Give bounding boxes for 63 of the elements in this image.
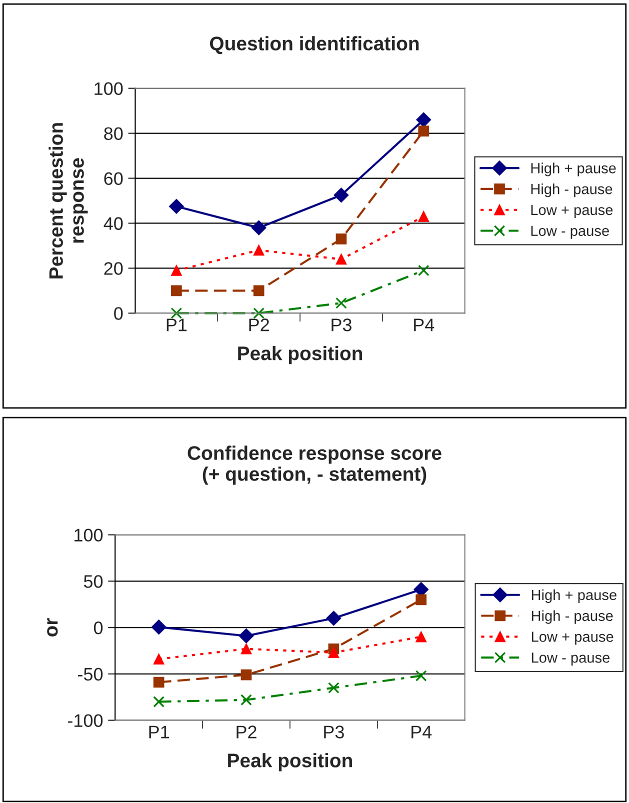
point	[151, 620, 166, 635]
point	[169, 198, 184, 214]
point	[416, 594, 427, 606]
y-tick-label: 100	[74, 528, 103, 542]
x-tick-label: P1	[166, 318, 187, 332]
point	[336, 297, 347, 309]
x-tick-label: P2	[249, 318, 269, 332]
point	[171, 285, 182, 296]
point	[170, 307, 182, 319]
point	[334, 188, 349, 203]
legend-label: High + pause	[532, 589, 616, 604]
point	[153, 676, 164, 688]
y-tick-label: 60	[104, 172, 123, 185]
chart-title: Question identification	[210, 36, 419, 54]
legend-label: Low - pause	[532, 652, 610, 666]
point	[153, 696, 165, 708]
y-tick-label: 0	[94, 621, 103, 634]
y-tick-label: 100	[94, 82, 123, 96]
legend-label: High - pause	[532, 610, 613, 624]
y-tick-label: 20	[104, 262, 123, 275]
y-axis-title: Percent question response	[48, 123, 88, 278]
point	[238, 628, 254, 644]
legend-label: Low - pause	[531, 226, 609, 239]
point	[251, 220, 266, 236]
point	[253, 244, 264, 256]
point	[326, 610, 342, 626]
legend-label: High - pause	[531, 184, 612, 198]
x-axis-title: Peak position	[228, 753, 352, 772]
y-tick-label: 40	[104, 217, 123, 230]
point	[418, 211, 430, 222]
y-tick-label: 0	[114, 307, 123, 320]
point	[240, 669, 252, 680]
legend-label: Low + pause	[531, 204, 613, 218]
x-tick-label: P3	[324, 726, 344, 738]
point	[416, 631, 427, 642]
x-tick-label: P4	[412, 726, 432, 738]
point	[328, 682, 340, 694]
y-tick-label: 50	[84, 575, 103, 588]
point	[416, 112, 432, 128]
point	[418, 264, 430, 276]
point	[240, 643, 252, 654]
chart-title: Confidence response score (+ question, - statement)	[188, 446, 442, 485]
point	[253, 285, 264, 296]
x-tick-label: P3	[332, 318, 352, 332]
x-tick-label: P2	[236, 726, 256, 738]
point	[336, 254, 347, 265]
point	[253, 307, 265, 319]
point	[336, 234, 347, 244]
y-tick-label: 80	[104, 127, 123, 140]
point	[240, 694, 252, 706]
y-axis-title: or	[47, 618, 58, 637]
x-axis-title: Peak position	[238, 346, 362, 364]
point	[418, 126, 430, 136]
point	[171, 265, 182, 276]
y-tick-label: -100	[68, 714, 103, 728]
y-tick-label: -50	[78, 668, 103, 681]
legend-label: Low + pause	[532, 632, 614, 645]
point	[415, 670, 427, 682]
point	[328, 647, 340, 658]
point	[153, 654, 164, 664]
legend-label: High + pause	[531, 162, 616, 176]
x-tick-label: P4	[414, 318, 434, 332]
x-tick-label: P1	[149, 726, 169, 738]
